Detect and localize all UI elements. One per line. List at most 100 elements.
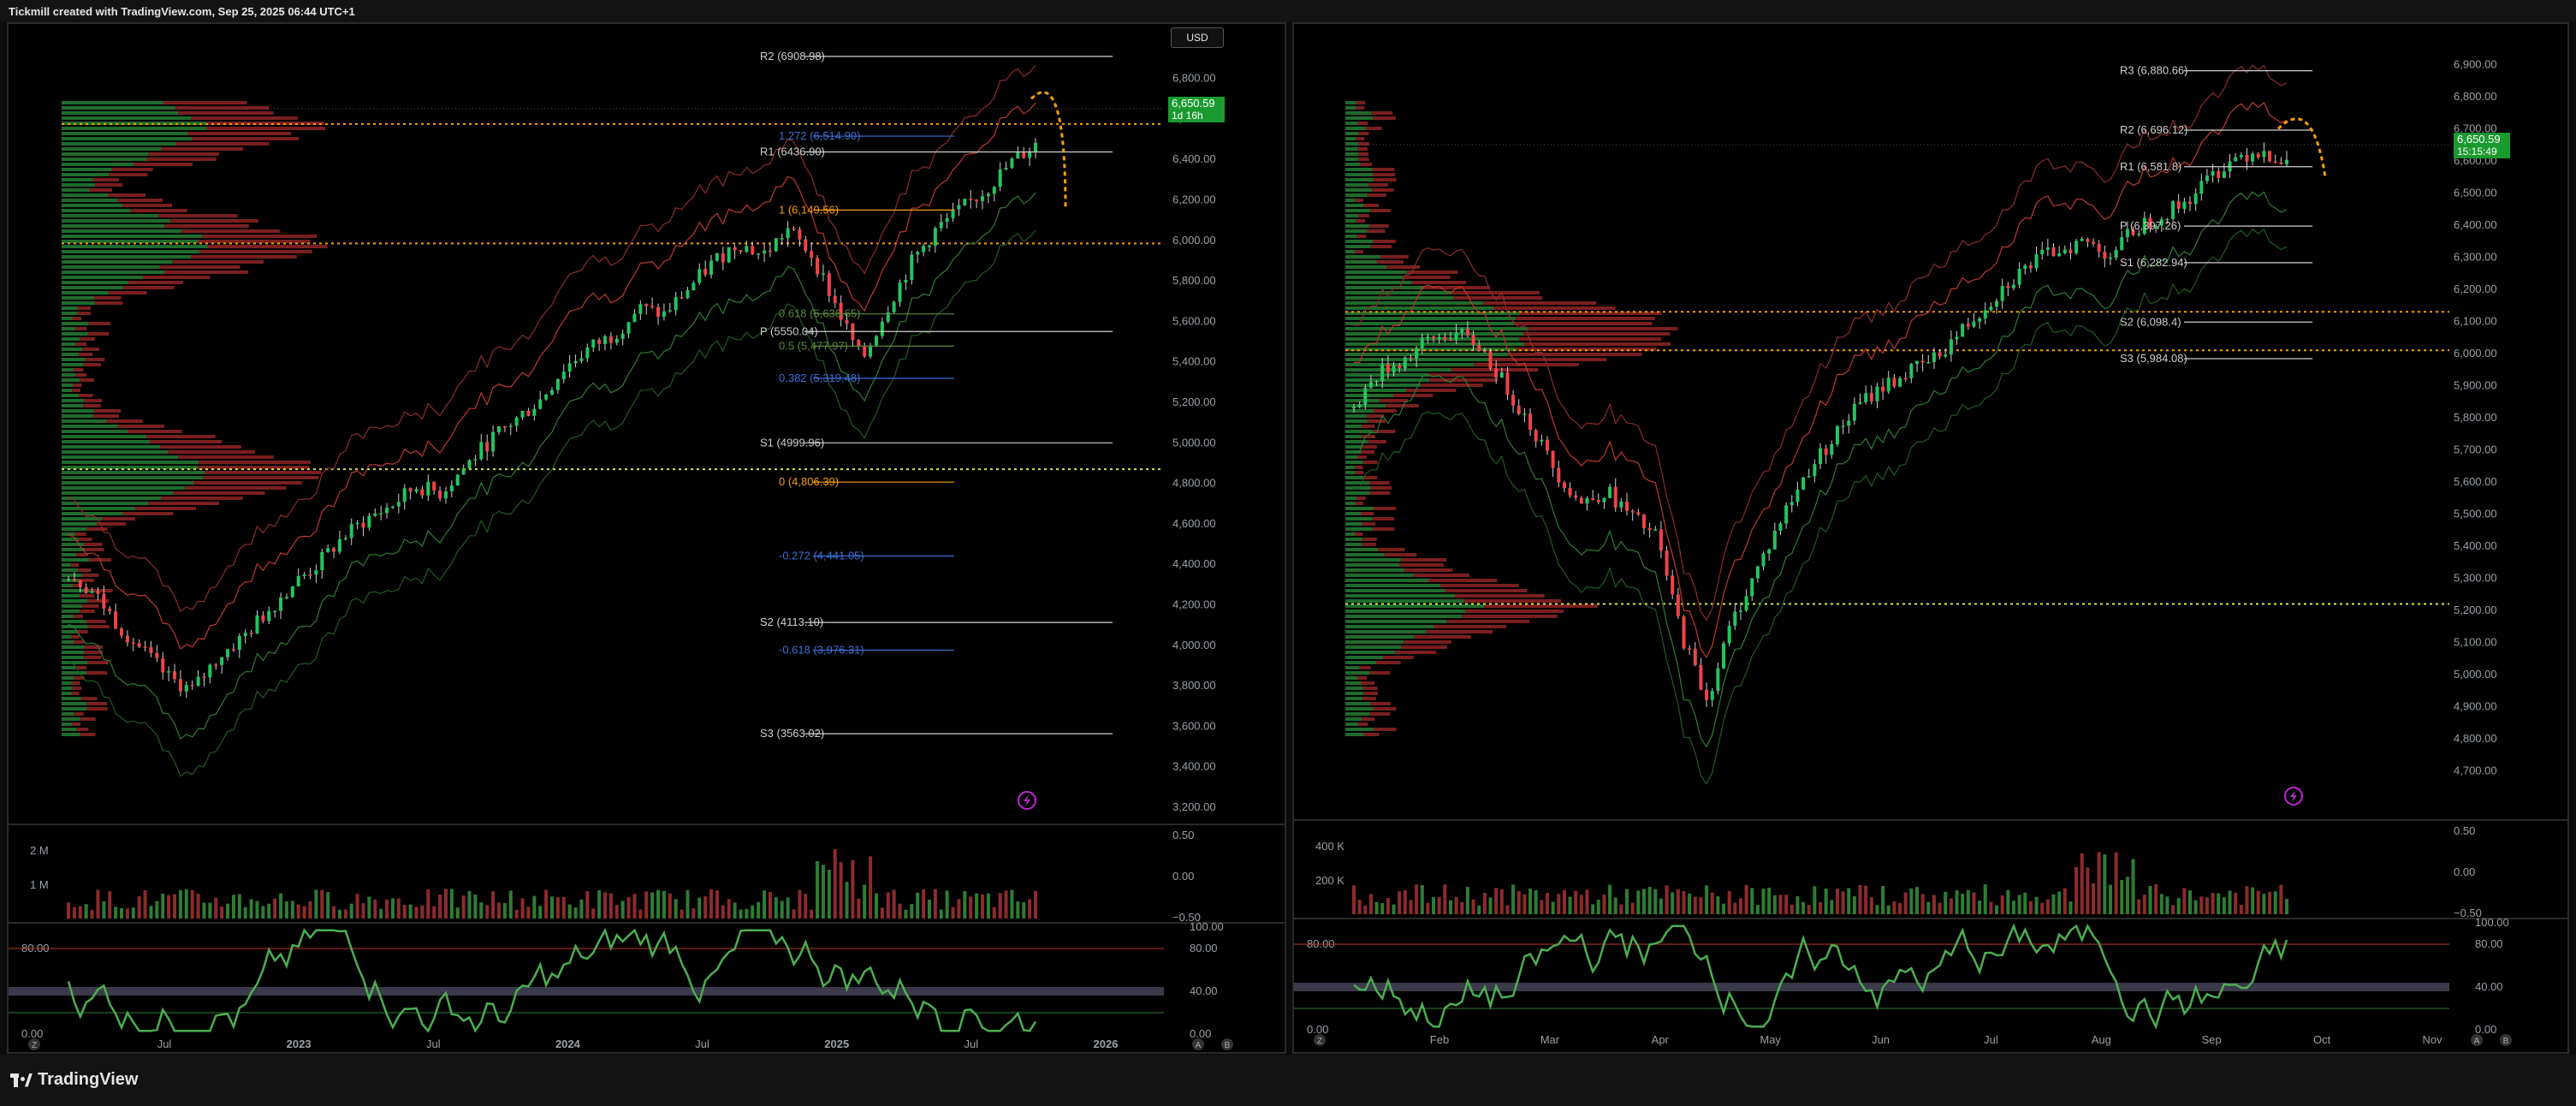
candle-body [1636,512,1641,515]
candle-body [686,290,690,299]
volume-profile-bar-up [1345,419,1368,423]
volume-bar [2097,852,2101,914]
candle-body [2222,171,2226,178]
currency-button[interactable]: USD [1171,27,1224,48]
candle-body [1437,336,1441,339]
candle-body [467,460,472,469]
candle-body [544,394,549,400]
volume-bar [1602,894,1606,914]
right-chart-svg[interactable]: 6,900.006,800.006,700.006,600.006,500.00… [1294,24,2569,1054]
candle-body [804,239,808,252]
volume-profile-bar-up [1345,163,1361,166]
volume-bar [774,897,778,919]
volume-bar [2045,899,2050,914]
volume-profile-bar-up [62,435,146,438]
volume-bar [143,889,147,919]
volume-bar [1352,885,1356,914]
volume-profile-bar-up [62,306,78,310]
volume-profile-bar-up [1345,255,1380,259]
candle-body [992,187,996,194]
volume-profile-bar-down [1362,692,1378,695]
volume-bar [408,904,413,919]
volume-bar [2148,886,2152,914]
chart-credit: Tickmill created with TradingView.com, S… [9,5,355,18]
candle-body [1579,497,1583,504]
candle-body [173,671,177,680]
candle-body [1540,439,1544,442]
volume-bar [2211,893,2215,914]
volume-profile-bar-down [145,435,216,438]
candle-body [1357,404,1362,407]
volume-bar [567,904,572,919]
candle-body [816,258,820,275]
candle-body [1955,336,1959,340]
y-tick-label: 4,800.00 [2454,732,2497,745]
volume-profile-bar-down [1356,137,1365,140]
y-tick-label: 6,700.00 [2454,122,2497,135]
volume-bar [638,909,643,919]
volume-bar [945,890,949,919]
x-tick-label: Jul [695,1038,709,1050]
volume-bar [1415,884,1419,914]
volume-bar [804,894,808,919]
volume-bar [343,909,347,919]
volume-profile-bar-up [62,214,159,217]
candle-body [715,253,719,261]
candle-body [2165,218,2169,221]
tradingview-logo[interactable]: TradingView [10,1070,138,1090]
volume-profile-bar-down [86,620,106,623]
y-tick-label: 6,200.00 [2454,282,2497,295]
volume-bar [910,904,914,919]
volume-bar [2239,904,2243,914]
volume-bar [1574,890,1578,914]
volume-bar [173,894,177,919]
volume-profile-bar-up [1345,265,1386,269]
volume-bar [84,904,88,919]
fib-level-label: -0.272 (4,441.05) [779,550,864,562]
volume-profile-bar-down [1368,440,1386,443]
volume-profile-bar-down [1369,712,1391,716]
candle-body [1892,378,1896,387]
volume-bar [680,909,684,919]
right-chart-panel[interactable]: 6,900.00 6,800.00 6,700.00 6,600.00 6,500.00… [1292,22,2569,1054]
candle-body [1380,364,1385,382]
left-chart-svg[interactable]: 6,800.006,600.006,400.006,200.006,000.00… [9,24,1286,1054]
candle-body [2000,286,2004,301]
volume-bar [656,889,661,919]
volume-bar [290,901,294,919]
projection-arrow [1030,91,1067,211]
envelope-band-line [68,65,1036,613]
volume-bar [1819,902,1822,914]
candle-body [114,611,118,629]
volume-profile-bar-up [62,137,193,140]
volume-bar [555,896,560,919]
volume-profile-bar-down [1516,317,1655,320]
volume-bar [632,894,637,919]
volume-bar [1477,905,1481,914]
candle-body [1352,407,1356,409]
volume-bar [1357,900,1362,914]
volume-profile-bar-down [1359,666,1371,669]
candle-body [308,574,312,576]
volume-profile-bar-down [108,291,147,294]
candle-body [951,209,955,218]
volume-profile-bar-up [1345,188,1373,192]
x-tick-label: Jul [1984,1033,1998,1046]
volume-bar [1585,889,1589,914]
volume-profile-bar-up [1345,111,1372,115]
candle-body [196,676,200,687]
pivot-level-label: R2 (6908.98) [760,50,825,62]
volume-profile-bar-up [62,199,118,202]
volume-bar [261,906,265,919]
volume-profile-bar-down [1372,188,1394,192]
y-tick-label: 5,300.00 [2454,572,2497,585]
volume-profile-bar-down [1355,471,1364,474]
volume-profile-bar-up [62,317,73,320]
left-chart-panel[interactable]: 6,800.006,600.006,400.006,200.006,000.00… [7,22,1286,1054]
volume-profile-bar-up [1345,676,1357,680]
candle-body [774,238,778,252]
volume-profile-bar-up [1345,425,1362,428]
volume-bar [1409,900,1413,914]
volume-bar [733,902,737,919]
volume-profile-bar-up [1345,276,1404,279]
